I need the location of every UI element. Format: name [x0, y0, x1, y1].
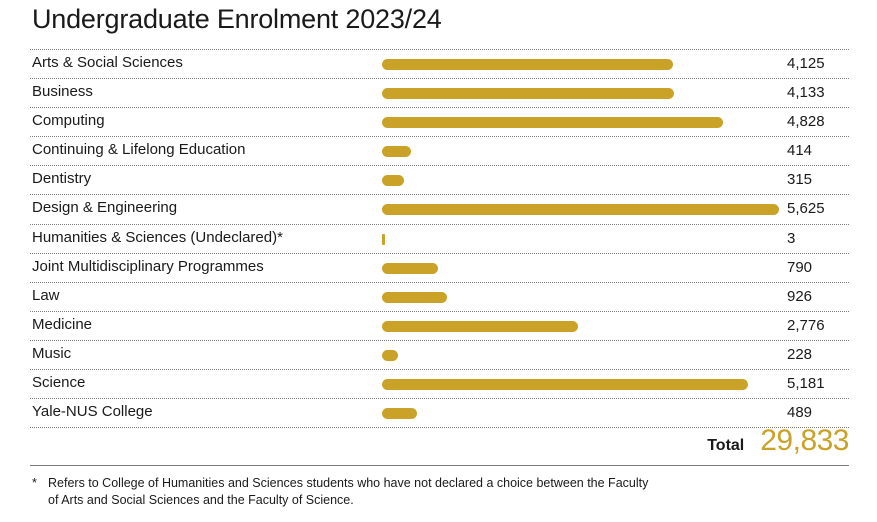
- bar: [382, 262, 438, 274]
- bar: [382, 320, 578, 332]
- category-label: Music: [32, 344, 72, 362]
- value-label: 926: [787, 287, 813, 305]
- table-row: Design & Engineering 5,625: [30, 194, 849, 223]
- category-label: Business: [32, 83, 93, 101]
- bar: [382, 204, 779, 216]
- value-label: 5,181: [787, 375, 825, 393]
- table-row: Humanities & Sciences (Undeclared)* 3: [30, 223, 849, 253]
- table-row: Law 926: [30, 281, 849, 311]
- enrolment-bar-chart: Arts & Social Sciences 4,125 Business 4,133…: [30, 49, 849, 429]
- table-row: Medicine 2,776: [30, 310, 849, 340]
- footnote-text: Refers to College of Humanities and Scie…: [48, 476, 649, 507]
- bar: [382, 117, 723, 129]
- category-label: Continuing & Lifelong Education: [32, 141, 246, 159]
- value-label: 489: [787, 404, 813, 422]
- value-label: 4,828: [787, 113, 825, 131]
- value-label: 4,125: [787, 55, 825, 72]
- value-label: 2,776: [787, 316, 825, 334]
- bar: [382, 175, 405, 187]
- value-label: 228: [787, 345, 813, 363]
- footnote-mark: *: [32, 476, 37, 490]
- bar: [382, 349, 399, 361]
- table-row: Yale-NUS College 489: [30, 398, 849, 429]
- bar: [382, 408, 417, 420]
- category-label: Law: [32, 286, 60, 304]
- table-row: Dentistry 315: [30, 165, 849, 194]
- category-label: Humanities & Sciences (Undeclared)*: [32, 228, 283, 246]
- bar: [382, 379, 748, 391]
- value-label: 315: [787, 171, 813, 189]
- table-row: Music 228: [30, 339, 849, 369]
- bar: [382, 59, 674, 70]
- bar: [382, 88, 674, 100]
- footnote-divider: [30, 465, 849, 466]
- bar: [382, 233, 385, 245]
- table-row: Science 5,181: [30, 369, 849, 398]
- category-label: Science: [32, 374, 86, 392]
- table-row: Computing 4,828: [30, 107, 849, 136]
- category-label: Yale-NUS College: [32, 403, 153, 421]
- bar: [382, 146, 412, 158]
- table-row: Continuing & Lifelong Education 414: [30, 136, 849, 165]
- category-label: Medicine: [32, 315, 93, 333]
- value-label: 3: [787, 229, 796, 247]
- total-value: 29,833: [760, 424, 849, 457]
- category-label: Design & Engineering: [32, 199, 178, 217]
- value-label: 5,625: [787, 200, 825, 218]
- bar: [382, 291, 448, 303]
- table-row: Arts & Social Sciences 4,125: [30, 49, 849, 78]
- footnote: * Refers to College of Humanities and Sc…: [32, 475, 652, 509]
- value-label: 4,133: [787, 84, 825, 102]
- category-label: Computing: [32, 112, 105, 130]
- total-label: Total: [707, 437, 745, 454]
- page-title: Undergraduate Enrolment 2023/24: [32, 4, 442, 34]
- value-label: 790: [787, 258, 813, 276]
- table-row: Business 4,133: [30, 78, 849, 107]
- table-row: Joint Multidisciplinary Programmes 790: [30, 252, 849, 282]
- value-label: 414: [787, 142, 813, 160]
- category-label: Dentistry: [32, 170, 92, 188]
- category-label: Arts & Social Sciences: [32, 54, 183, 71]
- category-label: Joint Multidisciplinary Programmes: [32, 257, 264, 275]
- total-row: Total 29,833: [707, 424, 849, 458]
